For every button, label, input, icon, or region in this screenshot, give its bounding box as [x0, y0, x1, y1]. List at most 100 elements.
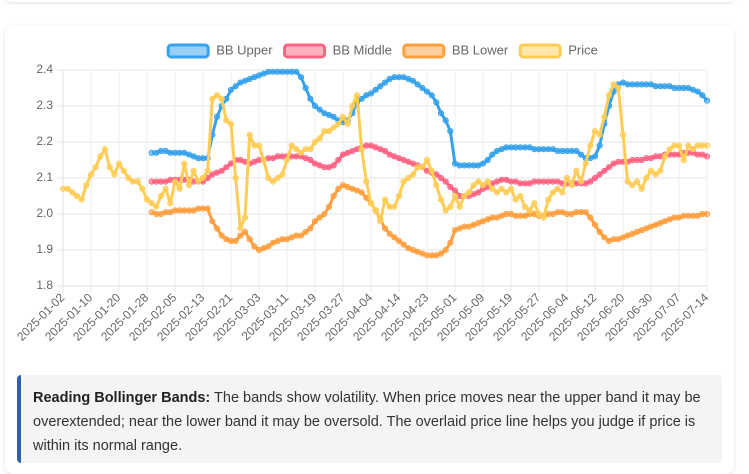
point — [311, 102, 319, 110]
point — [479, 160, 487, 167]
point — [232, 83, 239, 90]
point — [325, 128, 333, 135]
point — [335, 185, 342, 192]
point — [610, 81, 617, 88]
point — [195, 178, 202, 185]
point — [213, 92, 221, 99]
point — [605, 92, 613, 99]
y-tick-label: 2.2 — [36, 134, 53, 148]
point — [73, 192, 81, 200]
point — [596, 131, 603, 138]
point — [367, 200, 375, 207]
point — [171, 178, 179, 185]
note-box: Reading Bollinger Bands: The bands show … — [17, 375, 722, 463]
point — [591, 153, 599, 160]
point — [526, 207, 533, 214]
point — [190, 167, 197, 174]
point — [344, 120, 351, 128]
point — [237, 225, 244, 232]
point — [437, 174, 445, 182]
point — [269, 178, 277, 185]
point — [330, 192, 337, 200]
legend-label: BB Lower — [452, 42, 509, 57]
point — [241, 214, 249, 221]
point — [647, 167, 655, 174]
chart: 1.81.92.02.12.22.32.42025-01-022025-01-1… — [14, 42, 712, 343]
point — [311, 218, 319, 225]
point — [335, 120, 342, 128]
point — [218, 232, 225, 239]
point — [442, 207, 449, 214]
point — [442, 178, 449, 185]
point — [405, 174, 412, 182]
point — [311, 138, 319, 146]
point — [400, 241, 407, 248]
point — [596, 171, 603, 178]
point — [568, 182, 575, 189]
point — [153, 203, 160, 210]
point — [218, 95, 225, 102]
point — [115, 160, 123, 167]
point — [638, 185, 645, 192]
point — [64, 185, 71, 192]
point — [680, 156, 687, 164]
point — [381, 79, 389, 86]
point — [624, 178, 631, 185]
point — [251, 243, 258, 250]
point — [423, 156, 431, 164]
point — [316, 214, 323, 221]
point — [479, 182, 487, 189]
point — [358, 146, 365, 153]
point — [447, 203, 454, 210]
point — [563, 174, 571, 182]
y-tick-label: 2.1 — [36, 170, 53, 184]
point — [666, 146, 673, 153]
legend-swatch — [166, 43, 210, 59]
point — [372, 207, 379, 214]
point — [120, 167, 127, 174]
legend-label: BB Middle — [333, 42, 392, 57]
point — [703, 142, 711, 149]
point — [517, 192, 524, 200]
point — [349, 102, 356, 110]
point — [605, 164, 613, 171]
point — [279, 171, 286, 178]
point — [657, 167, 664, 174]
point — [489, 151, 496, 158]
point — [209, 95, 216, 102]
point — [652, 171, 659, 178]
y-tick-label: 2.3 — [36, 98, 53, 112]
point — [209, 218, 216, 225]
point — [204, 167, 211, 174]
point — [223, 164, 230, 171]
point — [601, 234, 608, 241]
point — [377, 83, 384, 90]
point — [437, 250, 445, 257]
point — [246, 131, 253, 138]
point — [535, 210, 543, 218]
point — [675, 142, 683, 149]
point — [87, 171, 95, 178]
point — [213, 225, 221, 232]
point — [101, 146, 109, 153]
point — [307, 95, 314, 102]
point — [615, 84, 622, 92]
point — [92, 164, 99, 171]
point — [512, 196, 519, 203]
point — [498, 185, 505, 192]
point — [307, 225, 314, 232]
point — [106, 164, 113, 171]
point — [199, 174, 207, 182]
point — [577, 151, 585, 158]
point — [633, 178, 641, 185]
point — [559, 189, 566, 196]
point — [703, 97, 711, 104]
point — [111, 171, 118, 178]
point — [330, 162, 337, 169]
point — [573, 147, 580, 155]
legend-label: BB Upper — [216, 42, 273, 57]
point — [237, 232, 244, 239]
point — [213, 113, 221, 120]
point — [643, 174, 650, 182]
point — [227, 86, 235, 93]
